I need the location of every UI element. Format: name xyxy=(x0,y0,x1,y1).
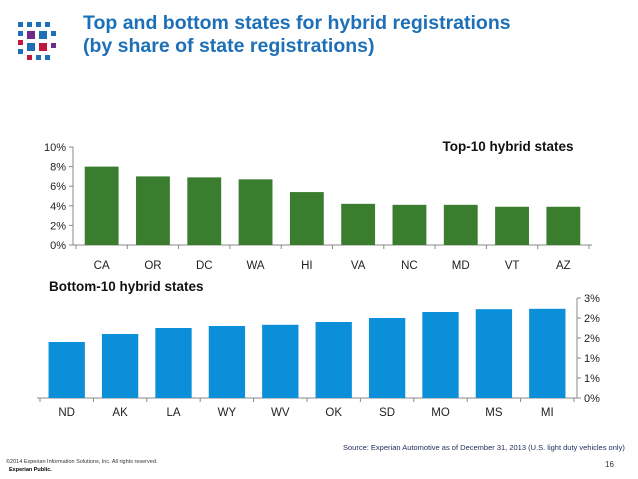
bottom10-bar-ak xyxy=(101,334,139,398)
bottom10-bar-nd xyxy=(48,342,85,398)
top10-bar-az xyxy=(546,206,581,245)
bottom10-bar-la xyxy=(155,328,192,398)
top10-y-tick-label: 4% xyxy=(50,201,66,213)
top10-bar-hi xyxy=(289,192,324,245)
top10-y-tick-label: 0% xyxy=(50,240,66,252)
bottom10-y-tick-label: 0% xyxy=(584,393,600,405)
top10-category-label-az: AZ xyxy=(556,260,571,272)
bottom10-category-label-mi: MI xyxy=(541,407,554,419)
bottom10-bar-ms xyxy=(475,309,513,398)
top10-category-label-md: MD xyxy=(452,260,470,272)
bottom10-category-label-sd: SD xyxy=(379,407,395,419)
top10-category-label-hi: HI xyxy=(301,260,313,272)
bottom10-chart-title: Bottom-10 hybrid states xyxy=(49,279,204,294)
bottom10-y-tick-label: 2% xyxy=(584,313,600,325)
bottom10-y-tick-label: 1% xyxy=(584,373,600,385)
top10-category-label-wa: WA xyxy=(246,260,264,272)
bottom10-y-tick-label: 3% xyxy=(584,293,600,305)
top10-category-label-nc: NC xyxy=(401,260,418,272)
top10-bar-vt xyxy=(495,206,529,245)
top10-bar-wa xyxy=(238,179,273,245)
bottom10-category-label-wy: WY xyxy=(218,407,237,419)
copyright-note: ©2014 Experian Information Solutions, In… xyxy=(6,459,158,465)
bottom10-bar-wv xyxy=(262,324,299,398)
bottom10-y-tick-label: 1% xyxy=(584,353,600,365)
top10-category-label-dc: DC xyxy=(196,260,213,272)
top10-bar-dc xyxy=(187,177,222,245)
bottom10-category-label-nd: ND xyxy=(58,407,75,419)
bottom10-category-label-ok: OK xyxy=(325,407,342,419)
top10-bar-ca xyxy=(84,166,119,245)
page-title-line-2: (by share of state registrations) xyxy=(83,35,375,57)
bottom10-bar-mi xyxy=(529,308,566,398)
top10-bar-or xyxy=(136,176,170,245)
top10-y-tick-label: 6% xyxy=(50,181,66,193)
bottom10-bar-ok xyxy=(315,322,352,398)
bottom10-category-label-mo: MO xyxy=(431,407,450,419)
source-note: Source: Experian Automotive as of Decemb… xyxy=(343,443,625,452)
page-title: Top and bottom states for hybrid registr… xyxy=(83,12,623,58)
top10-category-label-or: OR xyxy=(144,260,161,272)
top10-bar-nc xyxy=(392,204,427,245)
top10-chart-title: Top-10 hybrid states xyxy=(442,139,573,154)
top10-y-tick-label: 10% xyxy=(44,142,66,154)
bottom10-bar-sd xyxy=(368,318,406,398)
bottom10-category-label-ms: MS xyxy=(485,407,503,419)
bottom10-category-label-ak: AK xyxy=(112,407,128,419)
top10-y-tick-label: 8% xyxy=(50,162,66,174)
bottom10-y-tick-label: 2% xyxy=(584,333,600,345)
experian-logo-icon xyxy=(18,22,56,60)
classification-label: Experian Public. xyxy=(9,467,52,473)
bottom10-category-label-wv: WV xyxy=(271,407,290,419)
top10-bar-md xyxy=(443,204,478,245)
top10-y-tick-label: 2% xyxy=(50,220,66,232)
bottom10-bar-mo xyxy=(422,312,459,398)
top10-category-label-vt: VT xyxy=(505,260,520,272)
page-title-line-1: Top and bottom states for hybrid registr… xyxy=(83,12,511,34)
bottom10-bar-wy xyxy=(208,326,246,398)
top10-category-label-ca: CA xyxy=(94,260,110,272)
top10-bar-va xyxy=(341,203,376,245)
page-number: 16 xyxy=(605,460,614,469)
top10-category-label-va: VA xyxy=(351,260,366,272)
bottom10-category-label-la: LA xyxy=(166,407,180,419)
